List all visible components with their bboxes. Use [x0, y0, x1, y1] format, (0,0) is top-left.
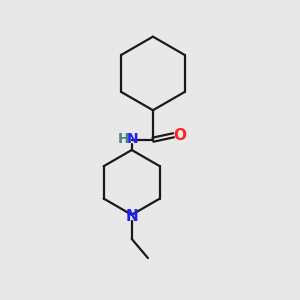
- Text: N: N: [125, 209, 138, 224]
- Text: H: H: [118, 132, 129, 146]
- Text: N: N: [127, 132, 138, 146]
- Text: O: O: [173, 128, 187, 143]
